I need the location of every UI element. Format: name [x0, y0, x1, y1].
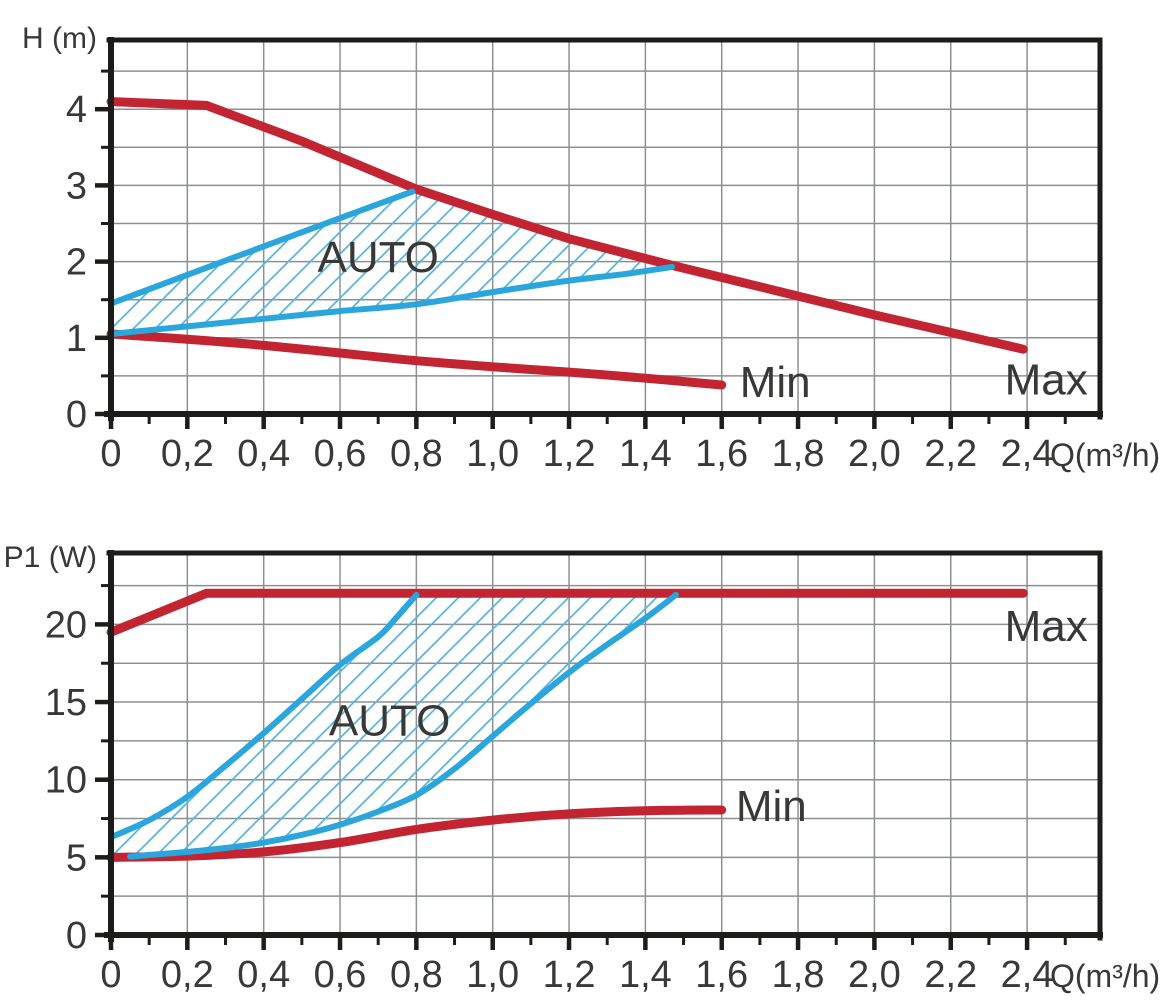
x-tick-label: 1,4 — [619, 433, 672, 475]
y-tick-label: 20 — [45, 604, 87, 646]
head-vs-flow-max-curve — [106, 97, 1028, 354]
min-curve-label: Min — [740, 358, 811, 407]
x-tick-label: 1,0 — [466, 433, 519, 475]
y-axis-unit-label: P1 (W) — [4, 541, 97, 574]
curve-labels: Max Min AUTO — [329, 602, 1088, 831]
auto-region-label: AUTO — [329, 697, 450, 746]
y-tick-label: 0 — [66, 915, 87, 957]
y-tick-label: 15 — [45, 682, 87, 724]
x-tick-label: 2,4 — [1001, 433, 1054, 475]
y-tick-label: 4 — [66, 89, 87, 131]
x-tick-label: 0 — [100, 954, 121, 996]
x-tick-label: 2,0 — [848, 954, 901, 996]
x-tick-label: 2,0 — [848, 433, 901, 475]
plot-frame — [104, 37, 1103, 421]
auto-region — [111, 594, 676, 858]
x-tick-label: 0 — [100, 433, 121, 475]
head-vs-flow-auto-upper-boundary — [108, 188, 416, 307]
y-axis-unit-label: H (m) — [22, 22, 97, 55]
y-tick-label: 10 — [45, 760, 87, 802]
head-vs-flow-min-curve — [106, 329, 727, 390]
x-tick-label: 1,4 — [619, 954, 672, 996]
x-tick-label: 0,6 — [314, 954, 367, 996]
gridlines — [111, 40, 1100, 414]
x-tick-label: 0,8 — [390, 433, 443, 475]
y-tick-label: 5 — [66, 837, 87, 879]
x-tick-label: 0,8 — [390, 954, 443, 996]
auto-region-label: AUTO — [317, 233, 438, 282]
max-curve-label: Max — [1005, 602, 1088, 651]
x-tick-label: 1,6 — [695, 954, 748, 996]
tick-labels: 0 0,2 0,4 0,6 0,8 1,0 1,2 1,4 1,6 1,8 2,0 2,2 2,4 0 5 1… — [45, 604, 1054, 996]
tick-marks — [95, 69, 1067, 429]
x-tick-label: 1,8 — [772, 954, 825, 996]
curve-labels: Max Min AUTO — [317, 233, 1087, 407]
max-curve-label: Max — [1005, 356, 1088, 405]
power-flow-chart: 0 0,2 0,4 0,6 0,8 1,0 1,2 1,4 1,6 1,8 2,0 2,2 2,4 0 5 1… — [4, 541, 1161, 996]
power-vs-flow-auto-lower-boundary — [127, 591, 679, 860]
x-tick-label: 0,2 — [161, 954, 214, 996]
power-vs-flow-max-curve — [106, 588, 1028, 637]
x-tick-label: 2,2 — [924, 433, 977, 475]
x-tick-label: 1,2 — [543, 954, 596, 996]
power-vs-flow-auto-upper-boundary — [108, 591, 420, 841]
tick-marks — [95, 584, 1067, 950]
x-tick-label: 2,4 — [1001, 954, 1054, 996]
head-flow-chart: 0 0,2 0,4 0,6 0,8 1,0 1,2 1,4 1,6 1,8 2,0 2,2 2,4 0 1 2… — [22, 22, 1160, 475]
x-tick-label: 0,4 — [237, 954, 290, 996]
tick-labels: 0 0,2 0,4 0,6 0,8 1,0 1,2 1,4 1,6 1,8 2,0 2,2 2,4 0 1 2… — [66, 89, 1054, 475]
plot-frame — [104, 550, 1103, 942]
power-vs-flow-min-curve — [106, 805, 727, 862]
x-tick-label: 2,2 — [924, 954, 977, 996]
x-tick-label: 0,2 — [161, 433, 214, 475]
x-axis-unit-label: Q(m³/h) — [1050, 437, 1160, 473]
y-tick-label: 1 — [66, 318, 87, 360]
x-tick-label: 1,8 — [772, 433, 825, 475]
y-tick-label: 0 — [66, 394, 87, 436]
x-axis-unit-label: Q(m³/h) — [1050, 958, 1160, 994]
min-curve-label: Min — [736, 782, 807, 831]
x-tick-label: 1,6 — [695, 433, 748, 475]
x-tick-label: 0,6 — [314, 433, 367, 475]
x-tick-label: 1,2 — [543, 433, 596, 475]
x-tick-label: 1,0 — [466, 954, 519, 996]
y-tick-label: 2 — [66, 242, 87, 284]
head-vs-flow-auto-lower-boundary — [108, 263, 676, 337]
y-tick-label: 3 — [66, 165, 87, 207]
x-tick-label: 0,4 — [237, 433, 290, 475]
